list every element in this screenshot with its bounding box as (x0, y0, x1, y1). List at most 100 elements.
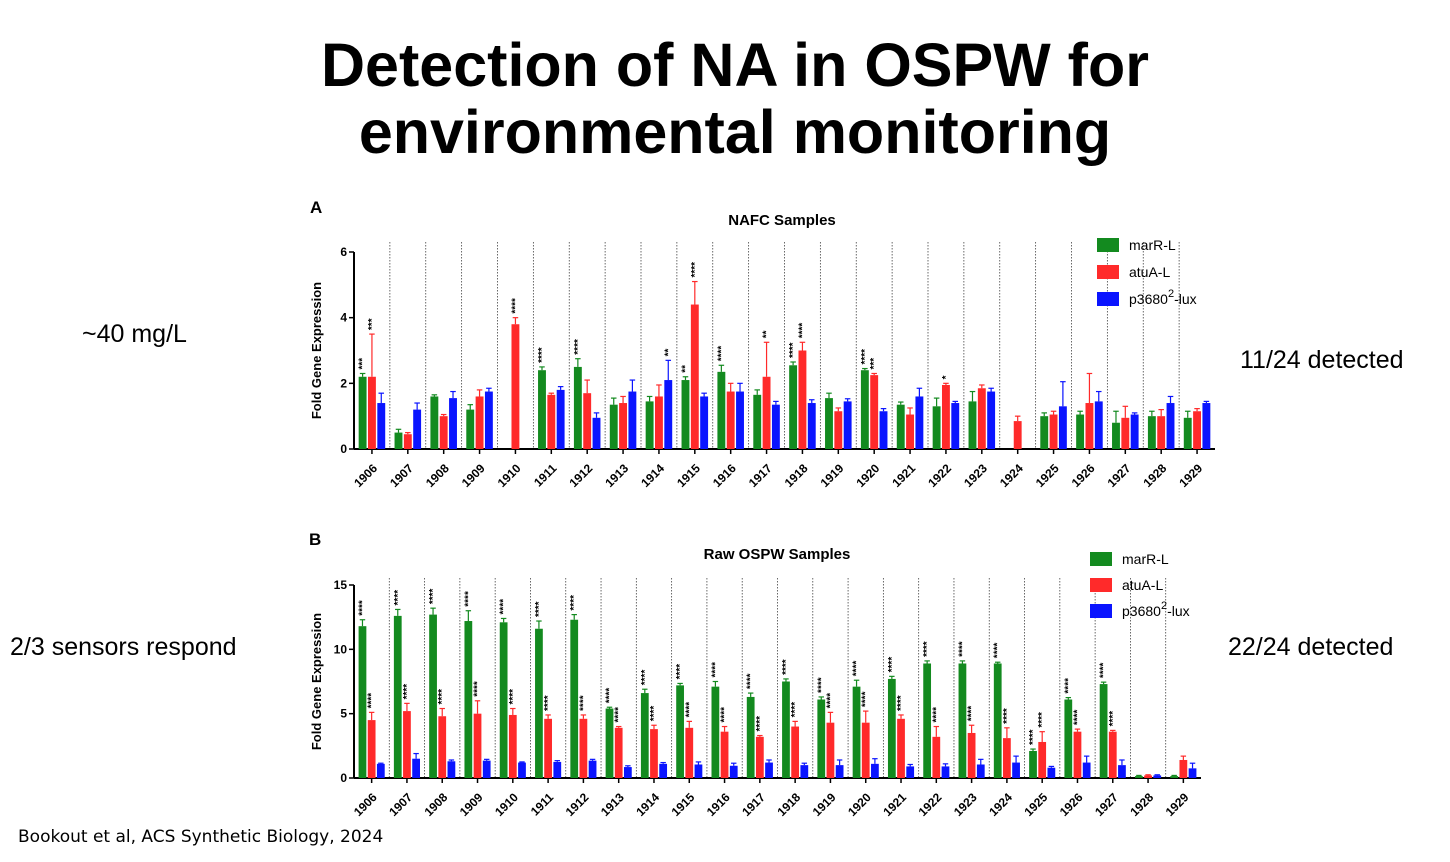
left-note-sensors: 2/3 sensors respond (10, 633, 237, 661)
bar (791, 726, 800, 778)
significance-label: **** (534, 601, 545, 617)
bar (473, 713, 482, 778)
bar (782, 681, 790, 778)
x-tick-label: 1906 (351, 790, 380, 819)
y-tick-label: 5 (340, 707, 347, 721)
x-tick-label: 1917 (739, 790, 768, 819)
bar (484, 391, 493, 449)
bar (573, 366, 582, 449)
bar (906, 414, 915, 449)
bar (430, 396, 439, 449)
panel-label: B (309, 530, 321, 549)
bar (1135, 776, 1143, 778)
bar (720, 731, 729, 778)
y-tick-label: 4 (340, 311, 347, 325)
bar (717, 371, 726, 449)
x-tick-label: 1908 (422, 790, 451, 819)
significance-label: **** (852, 661, 863, 677)
significance-label: **** (473, 681, 484, 697)
bar (762, 376, 771, 449)
significance-label: * (941, 375, 952, 379)
bar (654, 396, 663, 449)
right-note-nafc-detected: 11/24 detected (1240, 346, 1404, 374)
significance-label: **** (781, 659, 792, 675)
bar (664, 380, 673, 449)
bar (798, 350, 807, 449)
significance-label: **** (716, 346, 727, 362)
significance-label: ** (663, 348, 674, 356)
bar (1047, 767, 1056, 778)
bar (614, 727, 623, 778)
bar (1179, 759, 1188, 778)
bar (932, 736, 941, 778)
bar (1013, 421, 1022, 449)
y-axis-label: Fold Gene Expression (309, 282, 324, 419)
bar (1170, 776, 1179, 778)
bar (609, 404, 618, 449)
bar (887, 678, 896, 778)
significance-label: **** (1002, 708, 1013, 724)
significance-label: **** (569, 595, 580, 611)
bar (729, 765, 738, 778)
bar (464, 621, 473, 778)
bar (977, 388, 986, 449)
significance-label: **** (675, 664, 686, 680)
x-tick-label: 1910 (492, 790, 521, 819)
bar (825, 398, 833, 449)
bar (1188, 768, 1197, 778)
bar (511, 324, 520, 449)
significance-label: *** (869, 358, 880, 370)
significance-label: **** (690, 262, 701, 278)
significance-label: **** (1072, 709, 1083, 725)
right-note-ospw-detected: 22/24 detected (1228, 633, 1394, 661)
bar (367, 720, 376, 778)
bar (588, 760, 597, 778)
y-tick-label: 0 (340, 442, 347, 456)
significance-label: **** (573, 339, 584, 355)
bar (871, 763, 879, 778)
significance-label: *** (367, 318, 378, 330)
bar (645, 401, 654, 449)
bar (860, 370, 869, 449)
significance-label: **** (790, 702, 801, 718)
x-tick-label: 1916 (704, 790, 733, 819)
significance-label: **** (605, 688, 616, 704)
bar (482, 760, 491, 778)
bar (789, 365, 798, 449)
bar (475, 396, 484, 449)
bar (736, 391, 744, 449)
bar (1082, 762, 1091, 778)
bar (619, 403, 628, 449)
slide-title-line-2: environmental monitoring (358, 98, 1112, 166)
bar (358, 376, 367, 449)
bar (1073, 731, 1082, 778)
bar (449, 398, 457, 449)
significance-label: **** (825, 693, 836, 709)
bar (1112, 422, 1120, 449)
bar (951, 403, 960, 449)
bar (1121, 417, 1130, 449)
bar (439, 416, 448, 449)
bar (623, 767, 632, 778)
x-tick-label: 1918 (774, 790, 803, 819)
legend-swatch (1090, 552, 1112, 566)
bar (466, 409, 475, 449)
bar (906, 766, 915, 778)
significance-label: **** (993, 643, 1004, 659)
bar (976, 764, 985, 778)
legend-swatch (1090, 604, 1112, 618)
bar (1029, 750, 1037, 778)
bar (508, 714, 517, 778)
bar (592, 417, 601, 449)
bar (676, 685, 684, 778)
significance-label: **** (1028, 729, 1039, 745)
bar (800, 765, 809, 778)
bar (376, 763, 385, 778)
bar (605, 708, 614, 778)
significance-label: **** (896, 695, 907, 711)
significance-label: **** (797, 323, 808, 339)
bar (690, 304, 699, 449)
bar (834, 411, 843, 449)
bar (681, 380, 690, 449)
bar (650, 729, 658, 778)
